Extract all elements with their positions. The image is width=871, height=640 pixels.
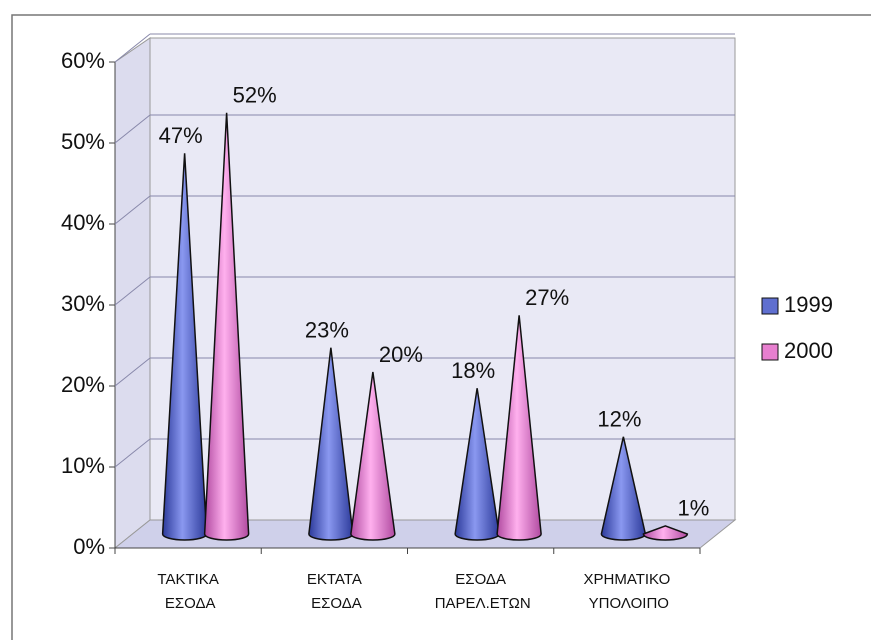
value-label: 27% [525,285,569,310]
value-label: 23% [305,318,349,343]
cone [203,112,250,541]
value-label: 52% [233,83,277,108]
legend-swatch [761,297,779,315]
grid-line [114,438,151,468]
grid-line [114,195,151,225]
value-label: 18% [451,358,495,383]
y-tick-label: 0% [73,534,105,559]
y-tick-label: 40% [61,210,105,235]
y-tick-label: 30% [61,291,105,316]
chart-frame [11,14,871,640]
grid-line [114,33,151,63]
x-tick-label: ΕΚΤΑΤΑ ΕΣΟΔΑ [307,571,362,612]
value-label: 47% [159,123,203,148]
value-label: 1% [677,496,709,521]
x-tick-label: ΧΡΗΜΑΤΙΚΟ ΥΠΟΛΟΙΠΟ [583,571,670,612]
grid-line [114,357,151,387]
value-label: 12% [597,407,641,432]
cone [350,371,396,541]
y-tick-label: 50% [61,129,105,154]
value-label: 20% [379,342,423,367]
x-tick-label: ΤΑΚΤΙΚΑ ΕΣΟΔΑ [157,571,218,612]
side-wall [114,37,151,550]
legend-label: 2000 [784,338,833,363]
x-tick-label: ΕΣΟΔΑ ΠΑΡΕΛ.ΕΤΩΝ [431,571,531,612]
cone [642,525,689,541]
y-tick-label: 60% [61,48,105,73]
y-tick-label: 10% [61,453,105,478]
y-tick-label: 20% [61,372,105,397]
cone [496,315,542,541]
grid-line [114,114,151,144]
legend-swatch [761,343,779,361]
legend-label: 1999 [784,292,833,317]
grid-line [114,276,151,306]
